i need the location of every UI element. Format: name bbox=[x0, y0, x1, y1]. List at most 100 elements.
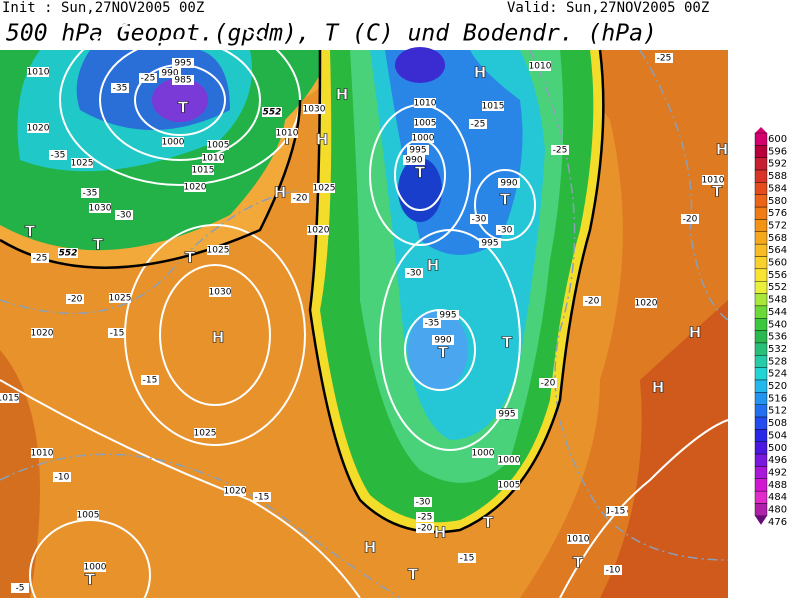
colorbar-label: 512 bbox=[768, 406, 787, 417]
isotherm-label: -20 bbox=[293, 194, 308, 204]
label-box bbox=[416, 523, 434, 533]
isobar-label: 995 bbox=[439, 311, 456, 321]
isobar-label: 1010 bbox=[27, 68, 50, 78]
isotherm-label: -20 bbox=[418, 524, 433, 534]
isotherm-label: -20 bbox=[585, 297, 600, 307]
label-box bbox=[115, 210, 133, 220]
colorbar-label: 496 bbox=[768, 455, 787, 466]
isobar-label: 1005 bbox=[207, 141, 230, 151]
label-box bbox=[11, 583, 29, 593]
isotherm-label: -30 bbox=[407, 269, 422, 279]
label-box bbox=[71, 158, 93, 168]
label-box bbox=[479, 238, 501, 248]
isotherm-label: -35 bbox=[51, 151, 66, 161]
label-box bbox=[77, 510, 99, 520]
isotherm-label: -35 bbox=[425, 319, 440, 329]
height-label: 552 bbox=[59, 249, 78, 259]
isotherm-label: -30 bbox=[117, 211, 132, 221]
label-box bbox=[207, 245, 229, 255]
label-box bbox=[496, 225, 514, 235]
colorbar-label: 536 bbox=[768, 332, 787, 343]
colorbar-cell bbox=[754, 453, 768, 467]
label-box bbox=[109, 293, 131, 303]
colorbar-cell bbox=[754, 503, 768, 517]
colorbar-cell bbox=[754, 182, 768, 195]
pressure-center: T bbox=[573, 554, 584, 572]
label-box bbox=[111, 83, 129, 93]
isobar-label: 1010 bbox=[567, 535, 590, 545]
cold-core-west-inner bbox=[76, 50, 231, 130]
isobar-label: 995 bbox=[498, 410, 515, 420]
isotherm-label: -30 bbox=[498, 226, 513, 236]
label-box bbox=[604, 565, 622, 575]
isobar-label: 1030 bbox=[89, 204, 112, 214]
isobar-label: 1010 bbox=[202, 154, 225, 164]
colorbar-label: 520 bbox=[768, 381, 787, 392]
colorbar-label: 588 bbox=[768, 171, 787, 182]
colorbar-cap bbox=[755, 127, 767, 133]
label-box bbox=[498, 455, 520, 465]
isotherm-label: -30 bbox=[472, 215, 487, 225]
label-box bbox=[496, 409, 518, 419]
isobar-label: 995 bbox=[174, 59, 191, 69]
pressure-center: T bbox=[185, 249, 196, 267]
colorbar-cell bbox=[754, 256, 768, 270]
isobar-label: 995 bbox=[481, 239, 498, 249]
label-box bbox=[31, 448, 53, 458]
label-box bbox=[53, 472, 71, 482]
colorbar-label: 592 bbox=[768, 159, 787, 170]
isobar-label: 995 bbox=[409, 146, 426, 156]
isobar-label: 1015 bbox=[0, 394, 19, 404]
pressure-center: H bbox=[364, 539, 377, 557]
colorbar-cell bbox=[754, 429, 768, 442]
colorbar-label: 488 bbox=[768, 480, 787, 491]
colorbar-label: 564 bbox=[768, 245, 787, 256]
label-box bbox=[403, 155, 425, 165]
isobar-label: 985 bbox=[174, 76, 191, 86]
label-box bbox=[414, 118, 436, 128]
isotherm-label: -15 bbox=[460, 554, 475, 564]
pressure-center: T bbox=[85, 571, 96, 589]
label-box bbox=[139, 73, 157, 83]
colorbar-label: 544 bbox=[768, 307, 787, 318]
isobar-label: 1025 bbox=[207, 246, 230, 256]
label-box bbox=[84, 562, 106, 572]
colorbar-cell bbox=[754, 281, 768, 294]
isobar-label: 990 bbox=[500, 179, 517, 189]
label-box bbox=[209, 287, 231, 297]
isotherm-label: -15 bbox=[255, 493, 270, 503]
pressure-center: H bbox=[716, 141, 729, 159]
colorbar-cell bbox=[754, 305, 768, 319]
isotherm-label: -25 bbox=[553, 146, 568, 156]
pressure-center: H bbox=[652, 379, 665, 397]
label-box bbox=[405, 268, 423, 278]
colorbar-cell bbox=[754, 441, 768, 455]
isotherm-label: -25 bbox=[471, 120, 486, 130]
colorbar-cell bbox=[754, 379, 768, 393]
colorbar-cell bbox=[754, 145, 768, 158]
colorbar-label: 516 bbox=[768, 393, 787, 404]
colorbar-cell bbox=[754, 132, 768, 146]
warm-region-west bbox=[0, 350, 40, 598]
colorbar-cell bbox=[754, 219, 768, 232]
label-box bbox=[0, 393, 19, 403]
isobar-label: 1025 bbox=[71, 159, 94, 169]
isobar-label: 1000 bbox=[412, 134, 435, 144]
label-box bbox=[192, 165, 214, 175]
isobar-label: 1000 bbox=[162, 138, 185, 148]
isobar-label: 1000 bbox=[84, 563, 107, 573]
label-box bbox=[482, 101, 504, 111]
colorbar-cell bbox=[754, 293, 768, 307]
isobar-label: 1015 bbox=[482, 102, 505, 112]
isobar-label: 1025 bbox=[313, 184, 336, 194]
label-box bbox=[276, 128, 298, 138]
label-box bbox=[414, 98, 436, 108]
label-box bbox=[89, 203, 111, 213]
colorbar-cell bbox=[754, 231, 768, 245]
colorbar-label: 576 bbox=[768, 208, 787, 219]
colorbar-cell bbox=[754, 243, 768, 257]
isotherm-label: -25 bbox=[418, 513, 433, 523]
pressure-center: H bbox=[274, 184, 287, 202]
label-box bbox=[58, 248, 78, 258]
